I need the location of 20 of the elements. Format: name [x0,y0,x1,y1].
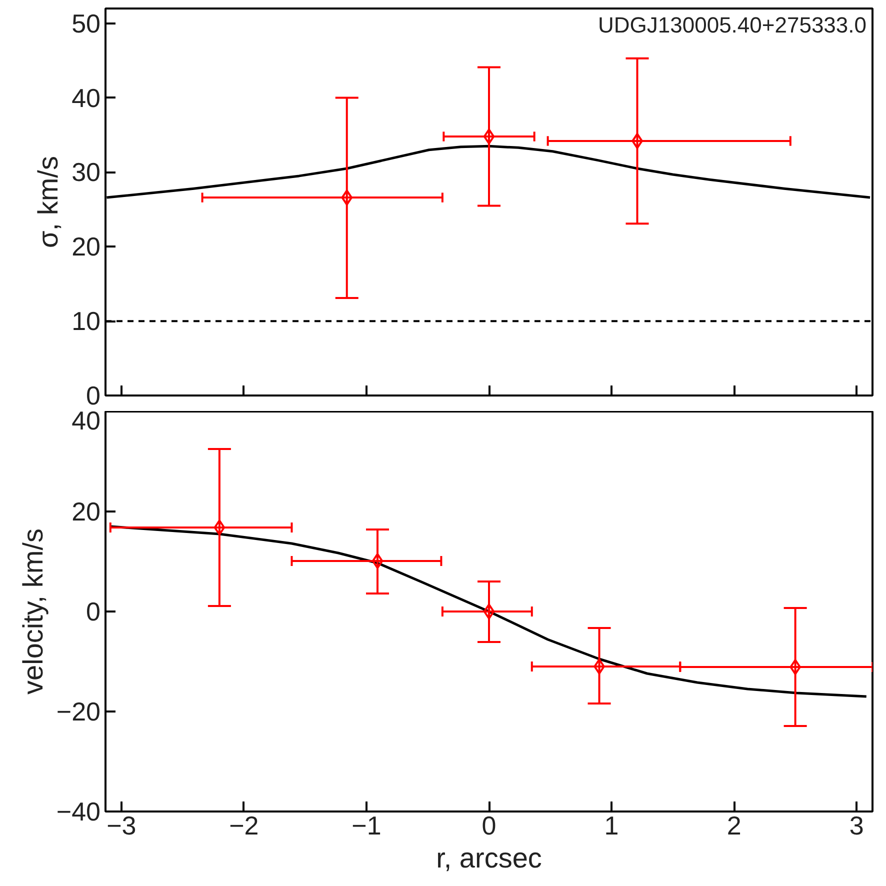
y-tick-label: 20 [72,496,100,526]
y-tick-label: 50 [72,8,100,38]
y-tick-label: −40 [56,796,101,826]
x-axis-title: r, arcsec [436,842,542,874]
x-tick-label: 2 [726,810,742,840]
y-tick-label: 30 [72,157,100,188]
x-tick-label: 0 [482,810,496,840]
x-tick-label: −1 [352,810,382,840]
x-tick-label: −2 [229,810,259,840]
chart-title: UDGJ130005.40+275333.0 [598,12,867,38]
x-tick-label: −3 [106,810,136,840]
y-tick-label: 40 [72,82,100,113]
y-tick-label: 10 [72,306,100,336]
y-tick-label: −20 [56,696,101,726]
y-tick-label: 20 [72,232,100,262]
x-tick-label: 3 [849,810,864,840]
y-axis-title: velocity, km/s [17,528,48,694]
y-axis-title: σ, km/s [32,156,64,248]
y-tick-label: 0 [86,596,101,626]
x-tick-label: 1 [604,810,619,840]
